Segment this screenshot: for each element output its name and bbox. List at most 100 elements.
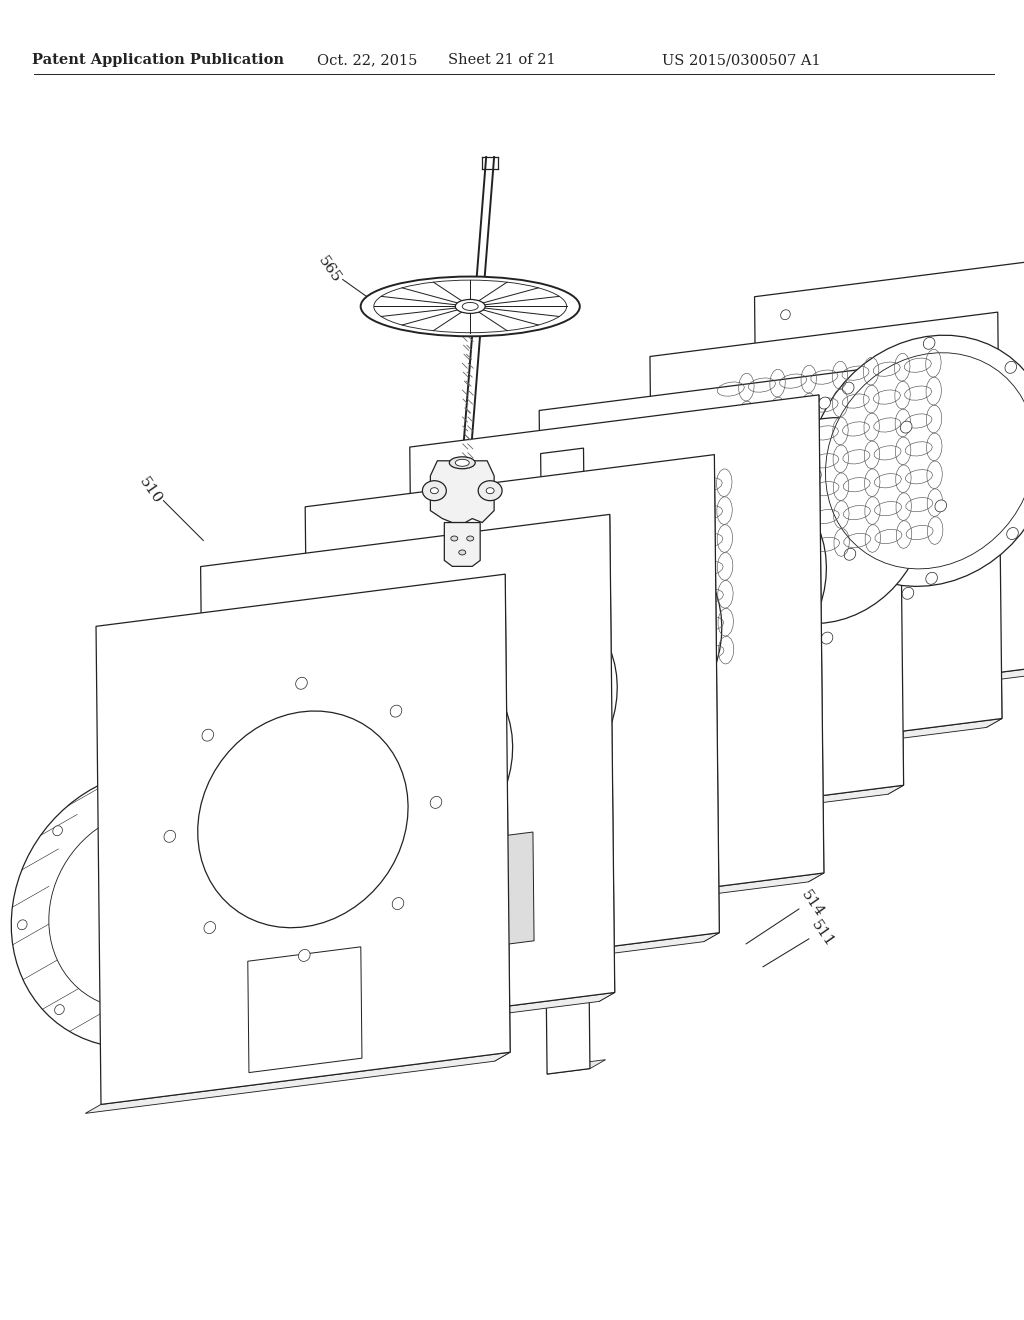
Polygon shape: [305, 454, 719, 985]
Polygon shape: [780, 310, 791, 319]
Polygon shape: [738, 442, 750, 454]
Polygon shape: [706, 529, 717, 541]
Ellipse shape: [450, 457, 475, 469]
Text: 531b: 531b: [543, 664, 567, 702]
Text: 510: 510: [136, 475, 165, 507]
Ellipse shape: [456, 300, 485, 313]
Polygon shape: [229, 982, 240, 993]
Polygon shape: [399, 873, 824, 935]
Ellipse shape: [467, 536, 474, 541]
Polygon shape: [407, 591, 617, 808]
Polygon shape: [830, 358, 1024, 564]
Text: US 2015/0300507 A1: US 2015/0300507 A1: [662, 53, 820, 67]
Polygon shape: [844, 548, 856, 560]
Ellipse shape: [360, 276, 580, 337]
Polygon shape: [843, 381, 854, 395]
Text: Sheet 21 of 21: Sheet 21 of 21: [449, 53, 556, 67]
Polygon shape: [527, 785, 903, 840]
Polygon shape: [164, 830, 176, 842]
Polygon shape: [616, 473, 826, 689]
Polygon shape: [430, 461, 495, 523]
Text: 530a: 530a: [308, 1018, 334, 1055]
Ellipse shape: [451, 536, 458, 541]
Polygon shape: [902, 587, 913, 599]
Polygon shape: [390, 705, 401, 717]
Polygon shape: [926, 573, 937, 585]
Polygon shape: [935, 500, 946, 512]
Polygon shape: [295, 933, 719, 994]
Text: 514: 514: [799, 888, 827, 920]
Polygon shape: [884, 364, 903, 795]
Polygon shape: [726, 417, 926, 623]
Polygon shape: [924, 338, 935, 350]
Polygon shape: [444, 523, 480, 566]
Polygon shape: [990, 272, 1024, 471]
Polygon shape: [1007, 528, 1018, 540]
Polygon shape: [85, 1052, 510, 1113]
Ellipse shape: [374, 280, 566, 333]
Text: 530b: 530b: [494, 681, 519, 718]
Polygon shape: [512, 532, 722, 748]
Polygon shape: [352, 887, 467, 1012]
Polygon shape: [1005, 362, 1017, 374]
Polygon shape: [494, 832, 535, 945]
Text: Figure 26: Figure 26: [663, 420, 779, 442]
Polygon shape: [540, 364, 903, 832]
Polygon shape: [248, 946, 361, 1073]
Polygon shape: [410, 395, 824, 925]
Polygon shape: [204, 921, 216, 933]
Polygon shape: [541, 447, 590, 1074]
Text: Patent Application Publication: Patent Application Publication: [33, 53, 285, 67]
Polygon shape: [650, 312, 1002, 763]
Polygon shape: [54, 1005, 65, 1015]
Polygon shape: [189, 993, 614, 1053]
Text: 565: 565: [315, 253, 344, 285]
Polygon shape: [202, 729, 214, 741]
Polygon shape: [777, 698, 785, 706]
Ellipse shape: [462, 302, 478, 310]
Polygon shape: [809, 335, 1024, 586]
Polygon shape: [96, 574, 510, 1105]
Polygon shape: [296, 677, 307, 689]
Polygon shape: [739, 609, 752, 620]
Polygon shape: [489, 574, 510, 1061]
Polygon shape: [810, 470, 821, 482]
Text: 512: 512: [158, 878, 185, 909]
Polygon shape: [803, 395, 824, 882]
Ellipse shape: [430, 487, 438, 494]
Polygon shape: [198, 711, 409, 928]
Polygon shape: [142, 1031, 153, 1040]
Polygon shape: [49, 809, 244, 1008]
Polygon shape: [11, 770, 281, 1048]
Polygon shape: [201, 515, 614, 1044]
Ellipse shape: [456, 459, 469, 466]
Text: 511: 511: [809, 917, 837, 950]
Ellipse shape: [423, 480, 446, 500]
Polygon shape: [698, 454, 719, 941]
Polygon shape: [964, 243, 1024, 499]
Polygon shape: [639, 718, 1002, 772]
Polygon shape: [547, 1060, 605, 1074]
Text: 531a: 531a: [256, 999, 281, 1038]
Polygon shape: [53, 826, 62, 836]
Polygon shape: [299, 949, 310, 961]
Polygon shape: [594, 515, 614, 1002]
Polygon shape: [784, 668, 794, 678]
Text: Oct. 22, 2015: Oct. 22, 2015: [317, 53, 418, 67]
Polygon shape: [457, 828, 571, 953]
Polygon shape: [743, 659, 1024, 711]
Polygon shape: [227, 804, 238, 813]
Polygon shape: [140, 777, 150, 788]
Ellipse shape: [486, 487, 495, 494]
Polygon shape: [660, 713, 668, 721]
Ellipse shape: [478, 480, 502, 500]
Polygon shape: [719, 706, 726, 714]
Polygon shape: [392, 898, 403, 909]
Polygon shape: [982, 312, 1002, 727]
Polygon shape: [17, 920, 28, 929]
Polygon shape: [302, 651, 513, 869]
Polygon shape: [825, 352, 1024, 569]
Text: 532b: 532b: [589, 645, 614, 684]
Polygon shape: [819, 397, 830, 409]
Polygon shape: [265, 888, 274, 898]
